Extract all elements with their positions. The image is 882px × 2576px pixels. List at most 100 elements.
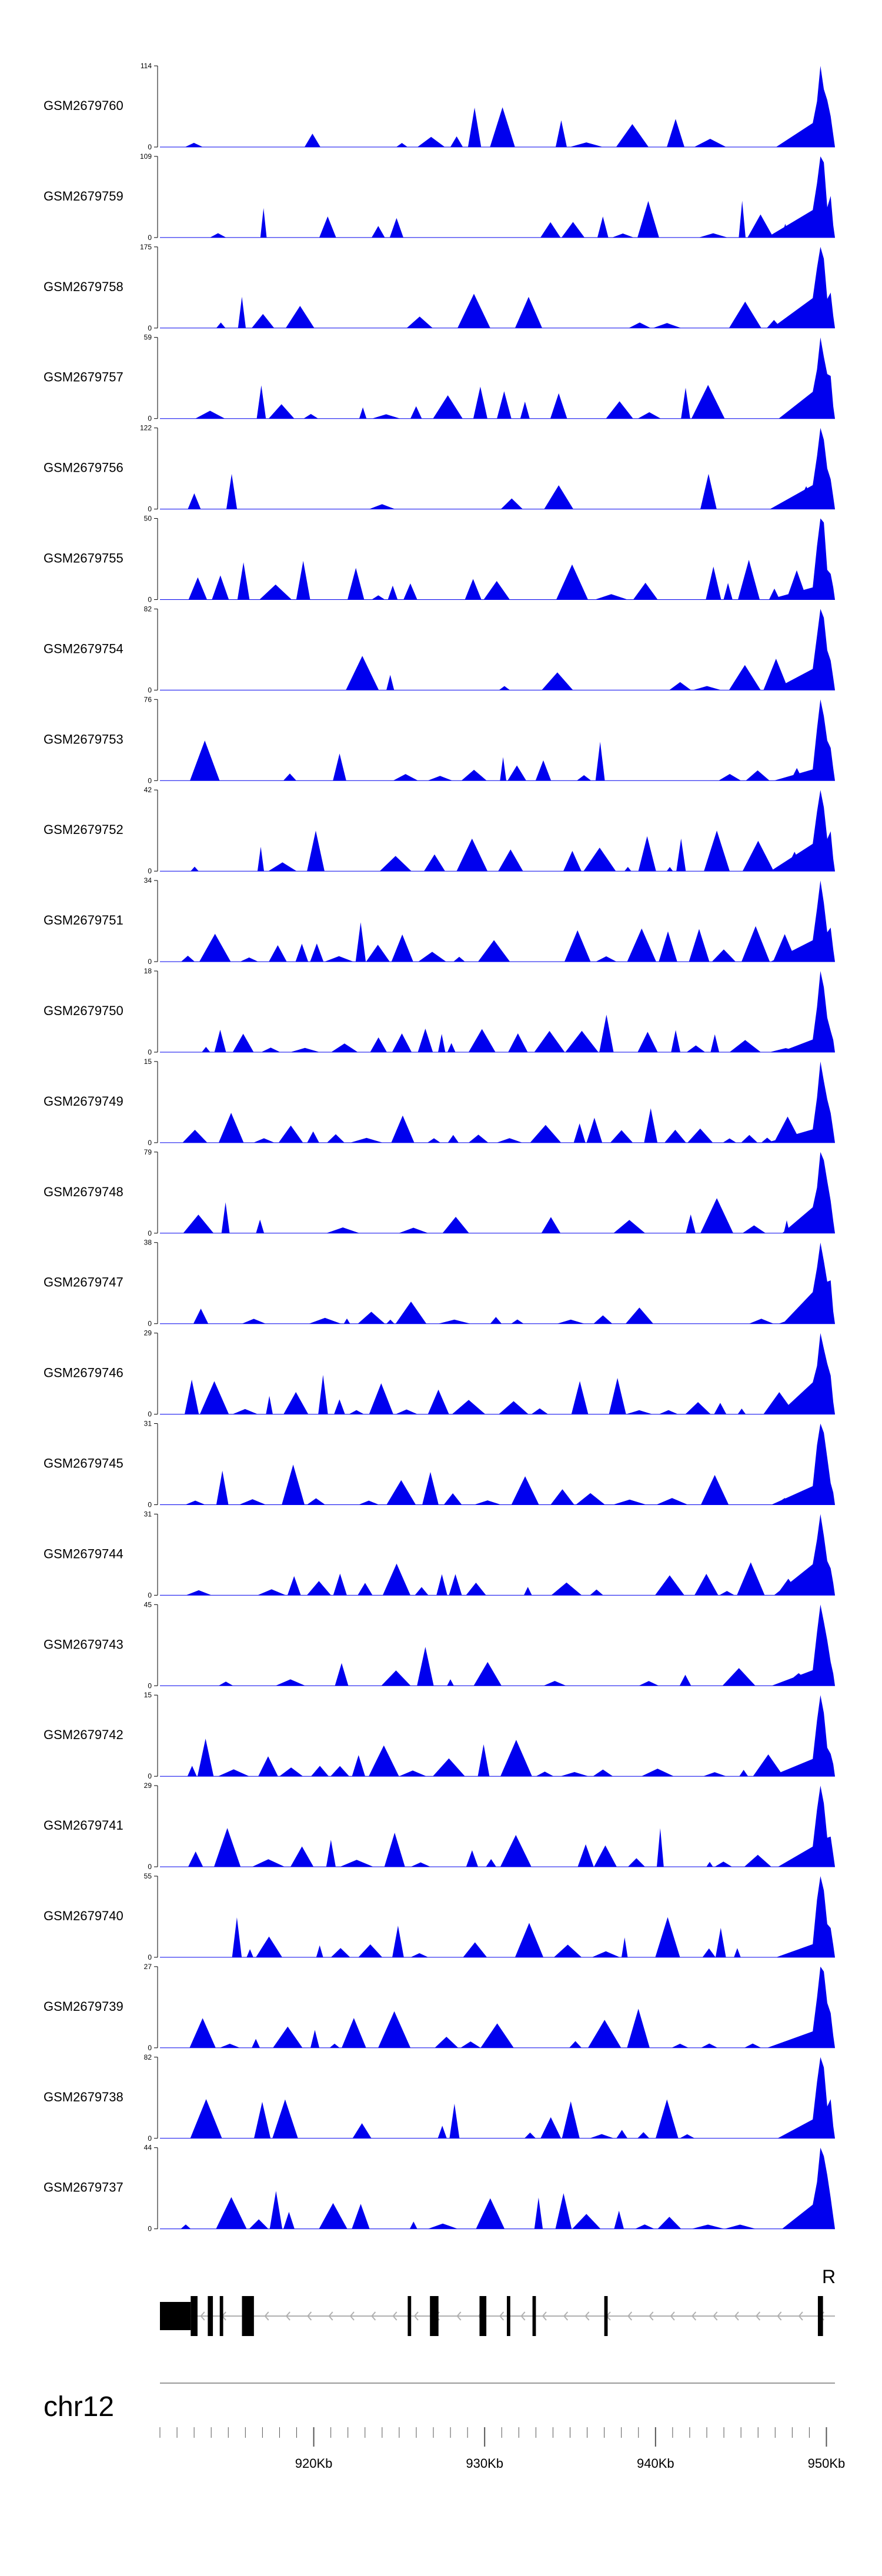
coverage-track: GSM2679747 38 0 xyxy=(44,1239,835,1328)
y-max-label: 31 xyxy=(144,1510,152,1518)
y-min-label: 0 xyxy=(148,776,152,785)
track-label: GSM2679759 xyxy=(44,189,123,203)
coverage-track: GSM2679741 29 0 xyxy=(44,1781,835,1871)
y-min-label: 0 xyxy=(148,1410,152,1419)
y-min-label: 0 xyxy=(148,324,152,332)
coverage-track: GSM2679752 42 0 xyxy=(44,786,835,875)
utr-block xyxy=(160,2302,191,2330)
y-min-label: 0 xyxy=(148,1863,152,1871)
chromosome-label: chr12 xyxy=(44,2391,114,2422)
y-min-label: 0 xyxy=(148,1501,152,1509)
coverage-area xyxy=(160,1695,835,1777)
y-max-label: 31 xyxy=(144,1420,152,1428)
y-max-label: 45 xyxy=(144,1600,152,1609)
strand-arrow xyxy=(371,2311,376,2321)
y-min-label: 0 xyxy=(148,415,152,423)
exon-block xyxy=(479,2296,487,2336)
track-label: GSM2679754 xyxy=(44,641,123,656)
coverage-area xyxy=(160,1786,835,1867)
track-label: GSM2679748 xyxy=(44,1184,123,1199)
y-min-label: 0 xyxy=(148,1953,152,1961)
coverage-track: GSM2679753 76 0 xyxy=(44,695,835,785)
track-label: GSM2679743 xyxy=(44,1637,123,1651)
track-label: GSM2679757 xyxy=(44,370,123,385)
coverage-track: GSM2679750 18 0 xyxy=(44,967,835,1056)
strand-arrow xyxy=(499,2311,505,2321)
strand-arrow xyxy=(584,2311,590,2321)
track-label: GSM2679753 xyxy=(44,732,123,746)
coverage-area xyxy=(160,1333,835,1414)
strand-arrow xyxy=(563,2311,569,2321)
exon-block xyxy=(191,2296,198,2336)
track-label: GSM2679760 xyxy=(44,98,123,113)
track-label: GSM2679750 xyxy=(44,1003,123,1018)
y-max-label: 29 xyxy=(144,1329,152,1337)
strand-arrow xyxy=(798,2311,803,2321)
exon-block xyxy=(604,2296,608,2336)
strand-arrow xyxy=(691,2311,697,2321)
track-label: GSM2679738 xyxy=(44,2090,123,2104)
y-max-label: 15 xyxy=(144,1057,152,1066)
coverage-area xyxy=(160,2057,835,2138)
coverage-area xyxy=(160,156,835,238)
track-label: GSM2679742 xyxy=(44,1727,123,1742)
y-max-label: 18 xyxy=(144,967,152,975)
coverage-area xyxy=(160,971,835,1052)
y-max-label: 82 xyxy=(144,2053,152,2061)
coverage-area xyxy=(160,790,835,872)
exon-block xyxy=(817,2296,823,2336)
y-min-label: 0 xyxy=(148,1591,152,1599)
strand-arrow xyxy=(392,2311,397,2321)
y-min-label: 0 xyxy=(148,596,152,604)
y-max-label: 44 xyxy=(144,2144,152,2152)
coverage-area xyxy=(160,2147,835,2229)
y-min-label: 0 xyxy=(148,867,152,875)
coverage-track: GSM2679760 114 0 xyxy=(44,62,835,151)
coverage-track: GSM2679755 50 0 xyxy=(44,515,835,604)
coverage-area xyxy=(160,1604,835,1686)
axis-tick-label: 930Kb xyxy=(466,2456,503,2471)
track-label: GSM2679749 xyxy=(44,1094,123,1109)
coverage-track: GSM2679759 109 0 xyxy=(44,152,835,242)
strand-arrow xyxy=(542,2311,547,2321)
y-min-label: 0 xyxy=(148,1229,152,1237)
coverage-track: GSM2679739 27 0 xyxy=(44,1963,835,2052)
y-min-label: 0 xyxy=(148,505,152,513)
coverage-track: GSM2679740 55 0 xyxy=(44,1872,835,1961)
exon-block xyxy=(506,2296,510,2336)
y-max-label: 76 xyxy=(144,695,152,703)
coverage-area xyxy=(160,1876,835,1957)
coverage-track: GSM2679749 15 0 xyxy=(44,1057,835,1147)
y-max-label: 42 xyxy=(144,786,152,794)
coverage-track: GSM2679757 59 0 xyxy=(44,333,835,423)
coverage-track: GSM2679737 44 0 xyxy=(44,2144,835,2233)
track-label: GSM2679739 xyxy=(44,1999,123,2014)
coverage-area xyxy=(160,1514,835,1596)
strand-arrow xyxy=(328,2311,333,2321)
y-max-label: 175 xyxy=(140,243,152,251)
track-label: GSM2679741 xyxy=(44,1818,123,1833)
y-min-label: 0 xyxy=(148,1772,152,1780)
coverage-track: GSM2679748 79 0 xyxy=(44,1148,835,1237)
axis-tick-label: 940Kb xyxy=(637,2456,674,2471)
track-label: GSM2679751 xyxy=(44,913,123,927)
track-label: GSM2679752 xyxy=(44,822,123,837)
strand-label: R xyxy=(822,2266,836,2287)
track-label: GSM2679737 xyxy=(44,2180,123,2195)
track-label: GSM2679756 xyxy=(44,461,123,475)
exon-block xyxy=(208,2296,213,2336)
coverage-track: GSM2679744 31 0 xyxy=(44,1510,835,1599)
coverage-track: GSM2679742 15 0 xyxy=(44,1691,835,1780)
y-min-label: 0 xyxy=(148,1320,152,1328)
y-max-label: 27 xyxy=(144,1963,152,1971)
y-max-label: 29 xyxy=(144,1781,152,1790)
coverage-area xyxy=(160,66,835,147)
coverage-area xyxy=(160,1423,835,1505)
coverage-track: GSM2679758 175 0 xyxy=(44,243,835,332)
track-label: GSM2679747 xyxy=(44,1275,123,1290)
y-max-label: 59 xyxy=(144,333,152,342)
strand-arrow xyxy=(670,2311,675,2321)
axis-tick-label: 920Kb xyxy=(295,2456,333,2471)
y-min-label: 0 xyxy=(148,686,152,694)
strand-arrow xyxy=(649,2311,654,2321)
